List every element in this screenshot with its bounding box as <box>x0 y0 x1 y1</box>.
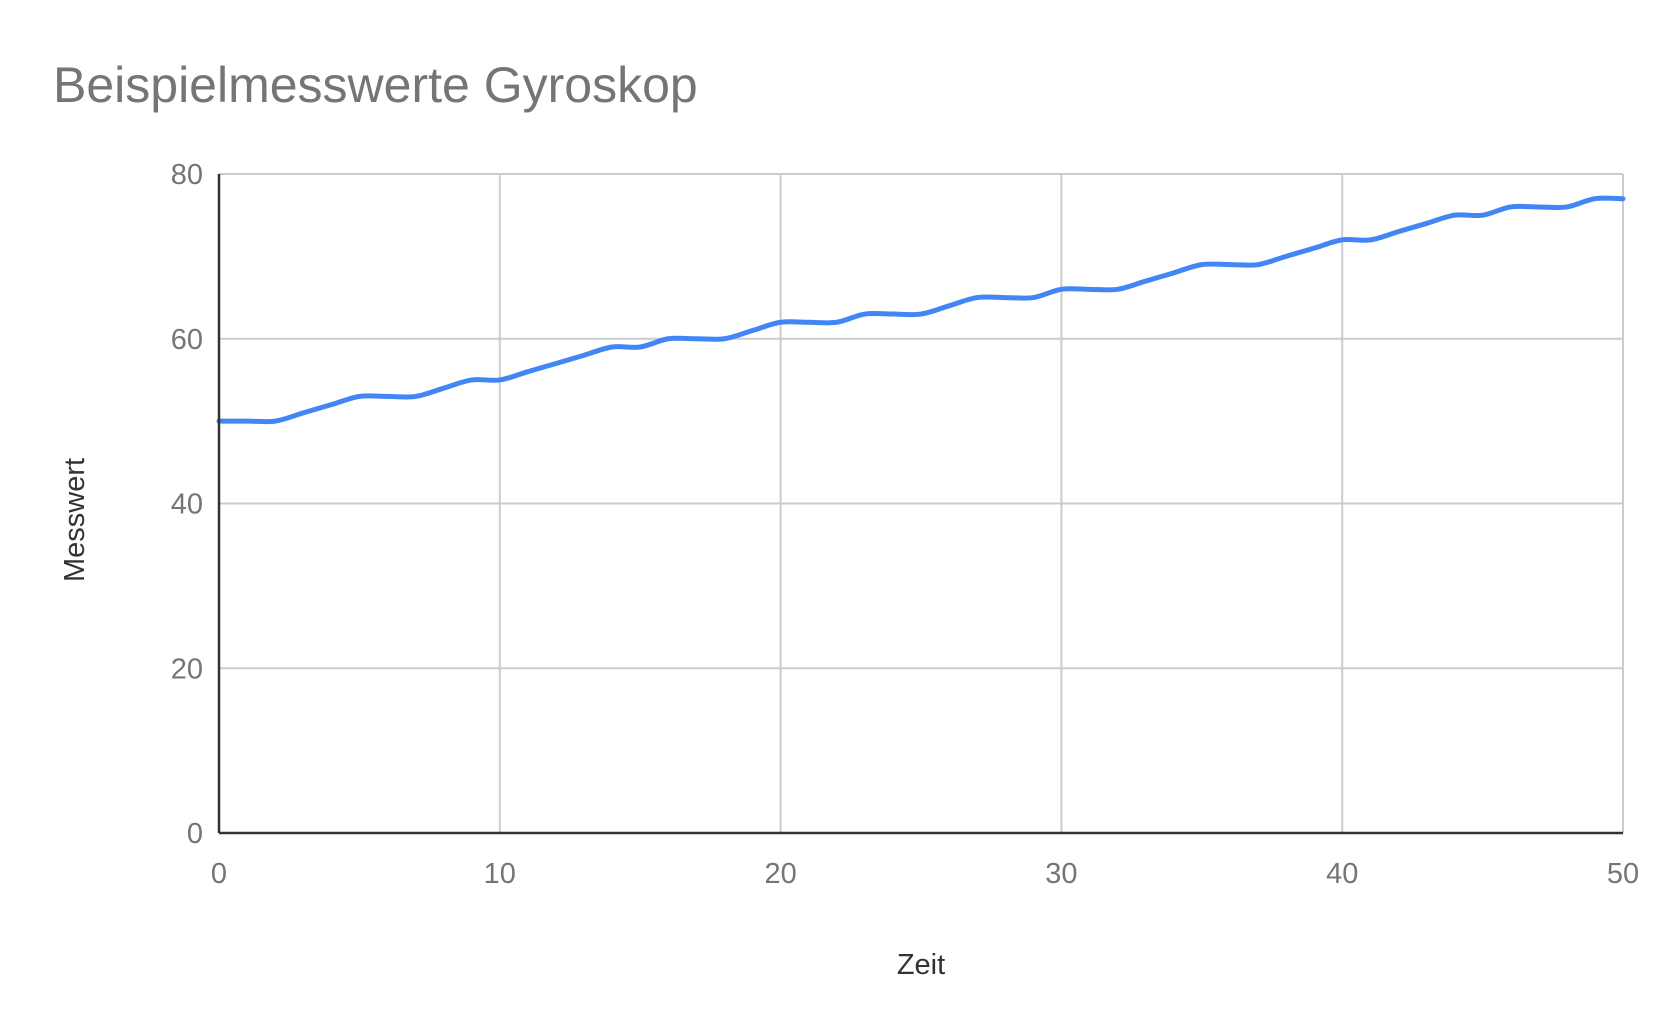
y-tick-label: 40 <box>171 489 203 521</box>
x-tick-labels: 0 10 20 30 40 50 <box>211 858 1639 890</box>
chart-title: Beispielmesswerte Gyroskop <box>53 57 698 113</box>
y-tick-label: 0 <box>187 818 203 850</box>
y-tick-label: 60 <box>171 324 203 356</box>
x-tick-label: 20 <box>764 858 796 890</box>
x-tick-label: 10 <box>484 858 516 890</box>
y-tick-labels: 0 20 40 60 80 <box>171 159 203 850</box>
x-axis-label: Zeit <box>897 949 945 981</box>
y-axis-label: Messwert <box>59 458 91 582</box>
x-tick-label: 50 <box>1607 858 1639 890</box>
gridlines <box>218 173 1624 834</box>
y-tick-label: 80 <box>171 159 203 191</box>
x-tick-label: 40 <box>1326 858 1358 890</box>
x-tick-label: 30 <box>1045 858 1077 890</box>
x-tick-label: 0 <box>211 858 227 890</box>
series-line <box>216 195 1626 425</box>
y-tick-label: 20 <box>171 653 203 685</box>
